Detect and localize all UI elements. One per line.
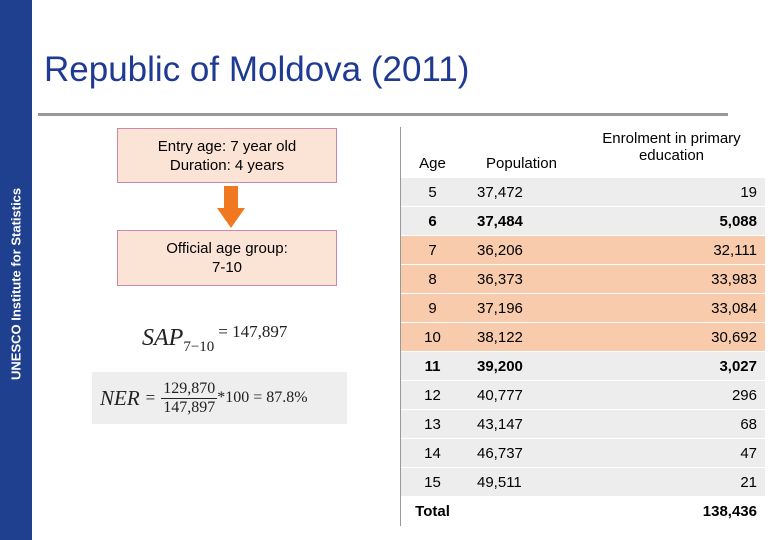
table-cell: 15 [424, 474, 441, 491]
total-value: 138,436 [702, 503, 757, 520]
table-cell: 19 [740, 184, 757, 201]
table-cell: 36,373 [477, 271, 523, 288]
table-cell: 30,692 [711, 329, 757, 346]
column-header: Age [419, 155, 446, 172]
sidebar: UNESCO Institute for Statistics [0, 0, 32, 540]
table-cell: 13 [424, 416, 441, 433]
sap-value: = 147,897 [218, 322, 288, 341]
table-cell: 37,484 [477, 213, 523, 230]
box-line: Duration: 4 years [169, 156, 285, 174]
table-cell: 10 [424, 329, 441, 346]
table-cell: 21 [740, 474, 757, 491]
table-cell: 8 [428, 271, 437, 288]
table-cell: 37,472 [477, 184, 523, 201]
column-header: Population [486, 155, 557, 172]
table-row [401, 294, 765, 322]
table-row [401, 439, 765, 467]
entry-box: Entry age: 7 year old Duration: 4 years [117, 128, 337, 183]
table-cell: 37,196 [477, 300, 523, 317]
sap-subscript: 7−10 [183, 339, 215, 355]
table-cell: 33,983 [711, 271, 757, 288]
arrow [217, 186, 245, 228]
total-label: Total [415, 503, 450, 520]
box-line: Official age group: [166, 240, 288, 257]
table-cell: 296 [731, 387, 757, 404]
table-cell: 49,511 [477, 474, 522, 491]
ner-formula: NER = 129,870 147,897 *100 = 87.8% [92, 372, 347, 424]
table-row [401, 323, 765, 351]
table-row [401, 207, 765, 235]
age-group-box: Official age group: 7-10 [117, 230, 337, 286]
ner-denominator: 147,897 [163, 398, 216, 416]
table-cell: 5 [428, 184, 437, 201]
ner-symbol: NER [100, 385, 140, 410]
table-cell: 6 [428, 213, 437, 230]
ner-fraction: 129,870 147,897 [161, 379, 218, 417]
box-line: 7-10 [211, 259, 243, 276]
ner-equals: = [145, 388, 156, 407]
ner-rest: *100 = 87.8% [217, 389, 308, 406]
table-row [401, 381, 765, 409]
table-cell: 3,027 [719, 358, 757, 375]
table-row [401, 178, 765, 206]
table-cell: 46,737 [477, 445, 523, 462]
box-line: Entry age: 7 year old [157, 137, 297, 155]
table-row [401, 236, 765, 264]
sap-formula: SAP7−10 = 147,897 [142, 322, 287, 356]
slide-title: Republic of Moldova (2011) [44, 50, 470, 89]
table-left-border [400, 127, 401, 526]
table-cell: 9 [428, 300, 437, 317]
table-cell: 14 [424, 445, 441, 462]
table-cell: 11 [424, 358, 441, 375]
table-row [401, 265, 765, 293]
column-header: Enrolment in primary education [602, 129, 741, 164]
table-cell: 36,206 [477, 242, 523, 259]
table-cell: 32,111 [713, 242, 757, 259]
table-cell: 38,122 [477, 329, 523, 346]
table-cell: 12 [424, 387, 441, 404]
title-rule [38, 113, 728, 116]
table-cell: 33,084 [711, 300, 757, 317]
table-cell: 68 [740, 416, 757, 433]
table-row [401, 410, 765, 438]
sap-symbol: SAP [142, 325, 184, 351]
table-cell: 47 [740, 445, 757, 462]
table-cell: 40,777 [477, 387, 523, 404]
table-cell: 5,088 [719, 213, 757, 230]
table-row [401, 468, 765, 496]
table-cell: 43,147 [477, 416, 523, 433]
table-cell: 7 [428, 242, 437, 259]
table-cell: 39,200 [477, 358, 523, 375]
ner-numerator: 129,870 [161, 379, 218, 399]
table-row [401, 352, 765, 380]
